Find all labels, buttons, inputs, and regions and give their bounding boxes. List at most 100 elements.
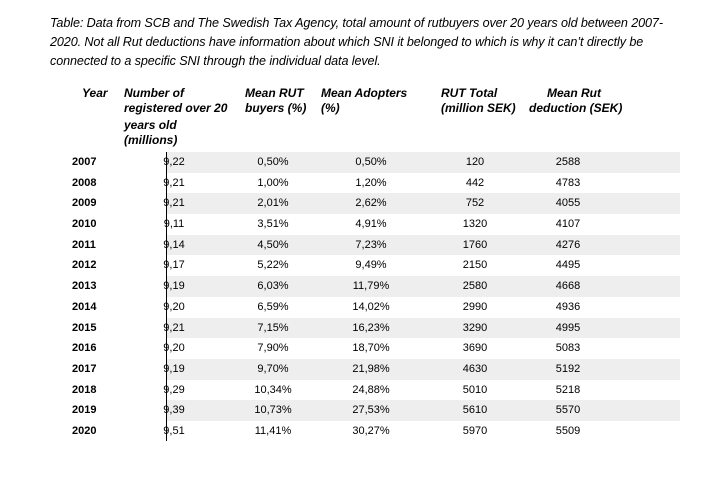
cell-total: 5610 [462,404,488,417]
cell-adopters: 0,50% [355,156,387,168]
year-column-divider [166,152,167,441]
cell-total: 5010 [462,383,488,396]
cell-adopters: 7,23% [355,238,387,251]
table-row: 2017 9,19 9,70% 21,98% 4630 5192 [50,358,680,380]
cell-total: 2990 [462,300,488,313]
cell-year: 2020 [72,424,97,437]
cell-deduction: 2588 [555,156,581,168]
cell-deduction: 4276 [555,238,581,251]
header-rut-line1: Mean RUT [245,86,304,100]
cell-year: 2019 [72,404,97,417]
cell-deduction: 4668 [555,280,581,293]
cell-registered: 9,21 [163,176,185,189]
cell-rut-buyers: 2,01% [257,197,289,210]
cell-adopters: 24,88% [352,383,390,396]
cell-total: 442 [465,176,485,189]
cell-year: 2009 [72,197,97,210]
cell-adopters: 2,62% [355,197,387,210]
table-row: 2011 9,14 4,50% 7,23% 1760 4276 [50,234,680,256]
cell-adopters: 9,49% [355,259,387,272]
table-row: 2010 9,11 3,51% 4,91% 1320 4107 [50,214,680,235]
cell-adopters: 4,91% [355,218,387,231]
cell-total: 2580 [462,280,488,293]
cell-registered: 9,19 [163,362,185,375]
cell-registered: 9,11 [163,218,185,231]
cell-deduction: 4783 [555,176,581,189]
cell-adopters: 16,23% [352,321,390,334]
cell-registered: 9,51 [163,424,185,437]
cell-deduction: 5083 [555,342,581,355]
table-row: 2019 9,39 10,73% 27,53% 5610 5570 [50,400,680,421]
cell-total: 2150 [462,259,488,272]
cell-deduction: 4936 [555,300,581,313]
cell-rut-buyers: 7,90% [257,342,289,355]
cell-total: 5970 [462,424,488,437]
cell-year: 2016 [72,342,97,355]
cell-rut-buyers: 6,03% [257,280,289,293]
table-row: 2007 9,22 0,50% 0,50% 120 2588 [50,152,680,173]
cell-registered: 9,20 [163,300,185,313]
cell-total: 120 [465,156,485,168]
cell-rut-buyers: 3,51% [257,218,289,231]
cell-year: 2010 [72,218,97,231]
table-row: 2009 9,21 2,01% 2,62% 752 4055 [50,193,680,214]
cell-rut-buyers: 10,34% [254,383,292,396]
cell-adopters: 14,02% [352,300,390,313]
cell-year: 2007 [72,156,97,168]
cell-registered: 9,21 [163,321,185,334]
cell-adopters: 21,98% [352,362,390,375]
cell-deduction: 4995 [555,321,581,334]
table-body: 2007 9,22 0,50% 0,50% 120 2588 2008 9,21… [50,152,680,442]
cell-adopters: 1,20% [355,176,387,189]
cell-deduction: 4055 [555,197,581,210]
table-caption: Table: Data from SCB and The Swedish Tax… [50,16,663,68]
cell-year: 2014 [72,300,97,313]
table-row: 2008 9,21 1,00% 1,20% 442 4783 [50,173,680,194]
cell-registered: 9,17 [163,259,185,272]
cell-adopters: 27,53% [352,404,390,417]
cell-deduction: 5218 [555,383,581,396]
header-total-line2: (million SEK) [441,101,516,115]
cell-registered: 9,14 [163,238,185,251]
table-row: 2018 9,29 10,34% 24,88% 5010 5218 [50,380,680,401]
cell-deduction: 4107 [555,218,581,231]
header-registered-line2: registered over 20 [124,101,228,115]
cell-total: 3290 [462,321,488,334]
cell-deduction: 5570 [555,404,581,417]
header-deduction-line2: deduction (SEK) [529,101,623,115]
header-deduction-line1: Mean Rut [547,86,601,100]
cell-registered: 9,20 [163,342,185,355]
cell-rut-buyers: 9,70% [257,362,289,375]
cell-rut-buyers: 7,15% [257,321,289,334]
header-adopters-line1: Mean Adopters [321,86,408,100]
cell-total: 4630 [462,362,488,375]
header-total-line1: RUT Total [441,86,498,100]
table-row: 2016 9,20 7,90% 18,70% 3690 5083 [50,338,680,359]
cell-total: 752 [465,197,485,210]
cell-total: 1320 [462,218,488,231]
header-registered-line4: (millions) [124,133,178,147]
cell-adopters: 30,27% [352,424,390,437]
cell-year: 2018 [72,383,97,396]
cell-registered: 9,39 [163,404,185,417]
cell-year: 2015 [72,321,97,334]
cell-total: 1760 [462,238,488,251]
cell-year: 2012 [72,259,97,272]
cell-rut-buyers: 5,22% [257,259,289,272]
cell-registered: 9,22 [163,156,185,168]
cell-rut-buyers: 11,41% [254,424,292,437]
cell-rut-buyers: 6,59% [257,300,289,313]
cell-year: 2008 [72,176,97,189]
cell-deduction: 5509 [555,424,581,437]
table-row: 2012 9,17 5,22% 9,49% 2150 4495 [50,255,680,276]
cell-year: 2013 [72,280,97,293]
header-registered-line3: years old [124,118,177,132]
cell-registered: 9,19 [163,280,185,293]
cell-deduction: 4495 [555,259,581,272]
cell-year: 2017 [72,362,97,375]
table-row: 2013 9,19 6,03% 11,79% 2580 4668 [50,276,680,297]
table-row: 2020 9,51 11,41% 30,27% 5970 5509 [50,421,680,442]
cell-deduction: 5192 [555,362,581,375]
cell-adopters: 11,79% [352,280,390,293]
header-year: Year [82,86,108,100]
